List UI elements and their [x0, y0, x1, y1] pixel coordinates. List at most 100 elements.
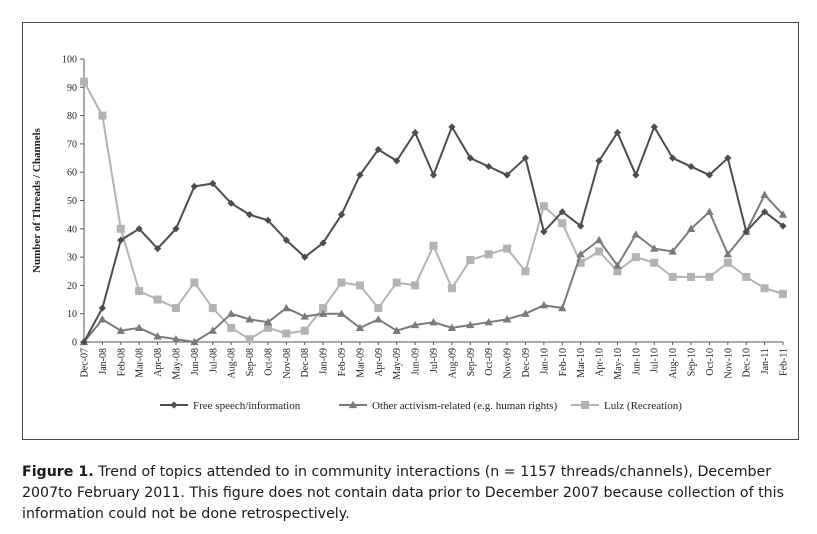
data-point: [337, 278, 346, 287]
x-tick-label: Nov-08: [282, 348, 293, 379]
x-tick-label: May-09: [392, 348, 403, 380]
data-point: [613, 261, 622, 269]
data-point: [374, 145, 382, 154]
chart-frame: 0 10 20 30 40 50 60 70 80 90 100 Number of Threads …: [22, 22, 799, 440]
data-point: [226, 309, 236, 317]
data-point: [595, 247, 604, 256]
data-point: [448, 123, 456, 131]
data-point: [705, 272, 714, 281]
x-tick-label: Sep-10: [687, 348, 698, 376]
data-point: [779, 222, 787, 230]
data-point: [355, 323, 365, 331]
data-point: [705, 207, 714, 215]
data-point: [447, 284, 456, 293]
data-point: [723, 250, 733, 258]
data-point: [558, 219, 567, 228]
legend-swatch-marker: [348, 400, 358, 409]
caption-text: Trend of topics attended to in community…: [22, 464, 785, 522]
data-point: [208, 326, 217, 334]
data-point: [190, 278, 199, 287]
data-point: [705, 171, 714, 179]
x-tick-label: Aug-08: [227, 348, 238, 379]
x-tick-label: Jul-10: [650, 348, 661, 373]
x-tick-label: Jan-09: [319, 348, 330, 375]
data-point: [374, 304, 383, 313]
series-line: [83, 125, 784, 343]
x-tick-label: Oct-08: [263, 348, 274, 376]
data-point: [687, 162, 695, 171]
x-tick-label: Dec-10: [742, 348, 753, 377]
y-tick-label: 60: [67, 168, 77, 179]
data-point: [190, 182, 198, 190]
data-point: [355, 281, 364, 290]
y-tick-label: 30: [67, 253, 77, 264]
data-point: [429, 317, 438, 326]
x-tick-label: Feb-09: [337, 348, 348, 376]
data-point: [669, 154, 677, 162]
data-point: [742, 228, 750, 236]
data-point: [723, 258, 732, 267]
data-point: [411, 128, 419, 137]
x-tick-label: Feb-11: [779, 348, 790, 376]
data-point: [393, 157, 401, 165]
x-tick-label: Nov-10: [723, 348, 734, 379]
data-point: [576, 258, 585, 267]
data-point: [447, 323, 457, 331]
data-point: [282, 303, 291, 312]
data-point: [263, 323, 272, 332]
data-point: [208, 304, 217, 313]
data-point: [392, 278, 401, 287]
data-point: [632, 171, 640, 179]
data-point: [245, 315, 254, 323]
data-point: [742, 272, 751, 281]
data-point: [319, 239, 327, 247]
data-point: [484, 317, 493, 326]
x-tick-label: Nov-09: [503, 348, 514, 379]
data-point: [724, 154, 732, 162]
data-point: [503, 171, 511, 179]
x-tick-label: Aug-10: [668, 348, 679, 379]
data-point: [576, 250, 585, 258]
x-tick-label: Apr-10: [595, 348, 606, 377]
data-point: [172, 225, 180, 233]
data-point: [98, 111, 107, 120]
y-tick-label: 0: [72, 338, 77, 349]
data-point: [282, 236, 290, 244]
x-tick-label: Feb-10: [558, 348, 569, 376]
x-tick-label: Oct-09: [484, 348, 495, 376]
data-point: [778, 210, 788, 218]
data-point: [521, 267, 530, 276]
x-tick-label: Dec-09: [521, 348, 532, 377]
data-point: [558, 303, 567, 312]
data-point: [319, 304, 328, 313]
x-tick-label: Mar-10: [576, 348, 587, 378]
y-axis-title: Number of Threads / Channels: [31, 127, 43, 273]
data-point: [613, 267, 622, 276]
data-point: [521, 309, 530, 317]
x-tick-label: Dec-07: [80, 348, 91, 377]
data-point: [485, 162, 493, 171]
data-point: [135, 287, 144, 296]
data-point: [429, 241, 438, 250]
data-point: [429, 171, 438, 179]
data-point: [650, 123, 658, 131]
y-tick-label: 20: [67, 281, 77, 292]
data-point: [668, 247, 677, 255]
data-point: [209, 179, 217, 188]
data-point: [650, 244, 659, 252]
x-tick-label: Aug-09: [447, 348, 458, 379]
x-tick-label: Jul-08: [208, 348, 219, 373]
data-point: [282, 329, 291, 338]
series-1: [79, 190, 788, 346]
data-point: [779, 289, 787, 298]
data-point: [521, 154, 530, 162]
data-point: [153, 295, 162, 304]
data-point: [558, 208, 566, 216]
x-tick-label: Apr-09: [374, 348, 385, 377]
data-point: [503, 244, 512, 253]
data-point: [760, 190, 769, 198]
data-point: [631, 230, 641, 238]
data-point: [116, 326, 125, 334]
data-point: [318, 309, 328, 317]
data-point: [356, 171, 364, 179]
